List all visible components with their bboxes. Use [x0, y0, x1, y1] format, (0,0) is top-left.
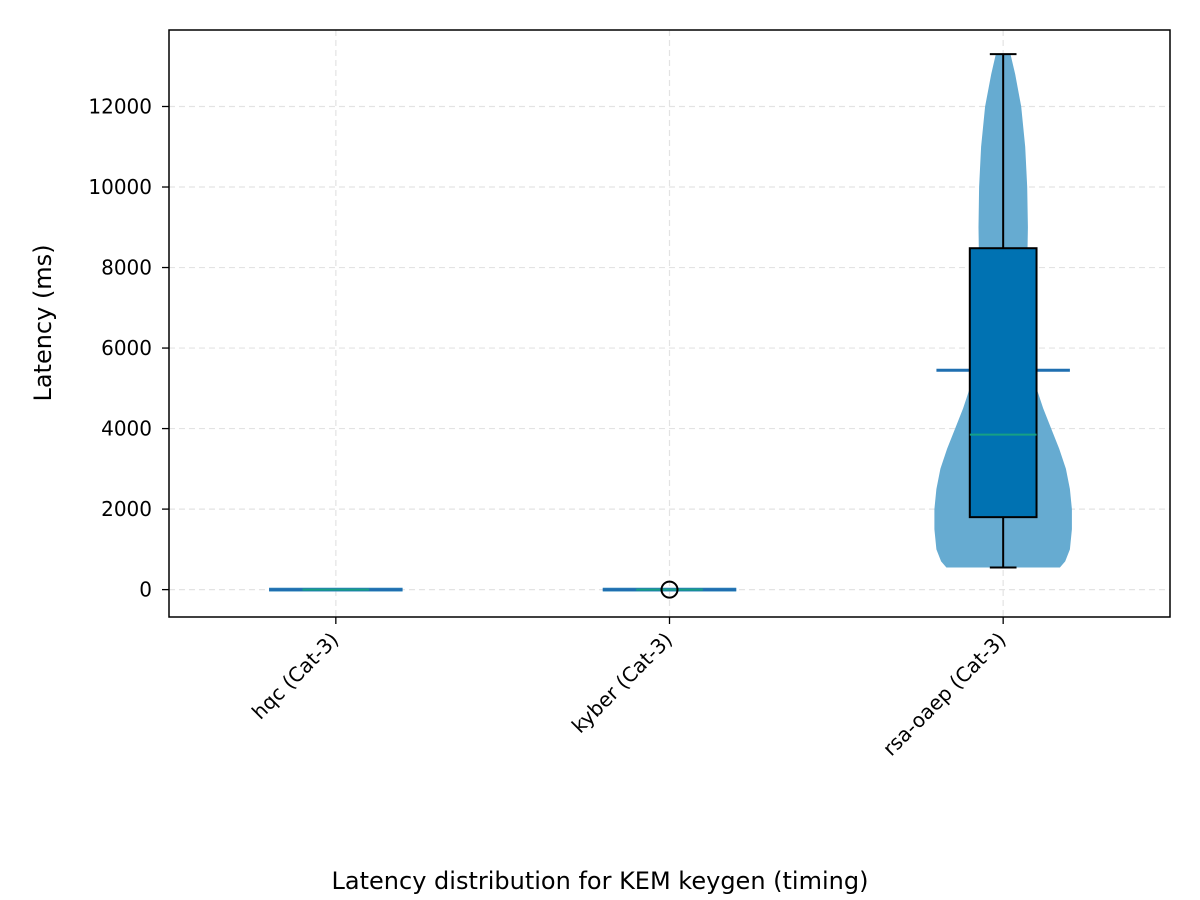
iqr-box — [968, 247, 1038, 519]
box-layer — [302, 53, 1038, 599]
x-tick-label: hqc (Cat-3) — [247, 628, 343, 724]
y-tick-label: 0 — [139, 578, 152, 602]
x-tick-label: kyber (Cat-3) — [567, 628, 677, 738]
chart-caption: Latency distribution for KEM keygen (tim… — [332, 867, 869, 895]
x-tick-label: rsa-oaep (Cat-3) — [878, 628, 1011, 761]
y-tick-label: 10000 — [88, 175, 152, 199]
y-tick-label: 4000 — [101, 417, 152, 441]
y-tick-label: 2000 — [101, 497, 152, 521]
y-axis-label: Latency (ms) — [29, 244, 57, 401]
y-tick-label: 8000 — [101, 256, 152, 280]
y-tick-label: 6000 — [101, 336, 152, 360]
outlier-point — [660, 580, 679, 599]
y-tick-label: 12000 — [88, 94, 152, 118]
